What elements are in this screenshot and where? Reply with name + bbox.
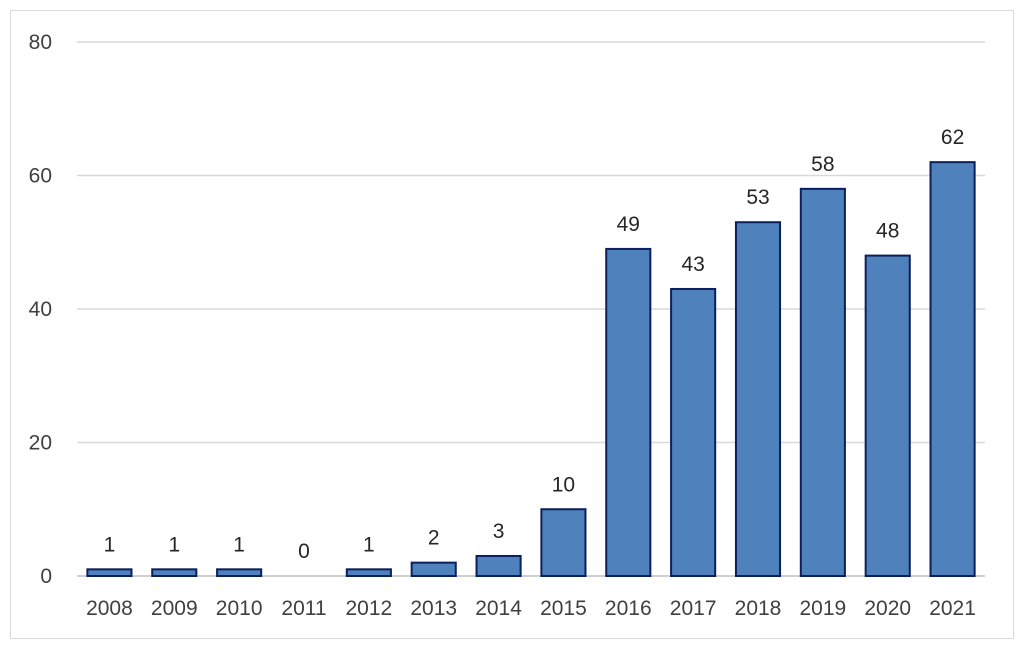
bar-2021: [929, 161, 976, 577]
x-tick-label: 2010: [216, 597, 263, 620]
x-tick-label: 2013: [410, 597, 457, 620]
data-label: 10: [552, 473, 575, 496]
x-tick-label: 2021: [929, 597, 976, 620]
x-tick-label: 2009: [151, 597, 198, 620]
y-axis-tick-labels: 0 20 40 60 80: [29, 31, 52, 588]
gridlines: [77, 41, 985, 577]
bar-2015: [540, 508, 587, 577]
x-tick-label: 2008: [86, 597, 133, 620]
data-label: 0: [298, 540, 310, 563]
y-tick-label: 60: [29, 165, 52, 188]
data-label: 1: [233, 533, 245, 556]
chart-frame: [10, 10, 1014, 639]
data-label: 1: [104, 533, 116, 556]
data-label: 2: [428, 527, 440, 550]
bar-2018: [734, 221, 782, 577]
bar-2013: [410, 561, 457, 578]
x-tick-label: 2016: [605, 597, 652, 620]
x-tick-label: 2012: [345, 597, 392, 620]
bar-2020: [864, 254, 911, 577]
bar-2009: [151, 568, 198, 578]
x-tick-label: 2014: [475, 597, 522, 620]
x-tick-label: 2018: [735, 597, 782, 620]
bar-2019: [799, 187, 846, 577]
data-label: 3: [493, 520, 505, 543]
bar-2012: [345, 568, 392, 578]
x-tick-label: 2015: [540, 597, 587, 620]
bar-2010: [216, 568, 263, 578]
y-tick-label: 0: [40, 565, 52, 588]
data-label: 43: [681, 253, 704, 276]
bars: [86, 161, 976, 578]
x-axis-tick-labels: 2008 2009 2010 2011 2012 2013 2014 2015 2016 2017…: [86, 597, 976, 620]
data-label: 62: [941, 126, 964, 149]
data-label: 48: [876, 220, 899, 243]
x-tick-label: 2019: [799, 597, 846, 620]
y-tick-label: 80: [29, 31, 52, 54]
bar-2017: [670, 287, 717, 577]
x-tick-label: 2020: [864, 597, 911, 620]
bar-2008: [86, 568, 133, 578]
data-label: 58: [811, 153, 834, 176]
bar-2014: [475, 554, 522, 577]
data-label: 1: [168, 533, 180, 556]
y-tick-label: 40: [29, 298, 52, 321]
data-label: 1: [363, 533, 375, 556]
x-tick-label: 2011: [281, 597, 326, 620]
bar-2016: [605, 247, 652, 578]
x-tick-label: 2017: [670, 597, 717, 620]
y-tick-label: 20: [29, 432, 52, 455]
data-label: 49: [617, 213, 640, 236]
data-label: 53: [746, 186, 769, 209]
